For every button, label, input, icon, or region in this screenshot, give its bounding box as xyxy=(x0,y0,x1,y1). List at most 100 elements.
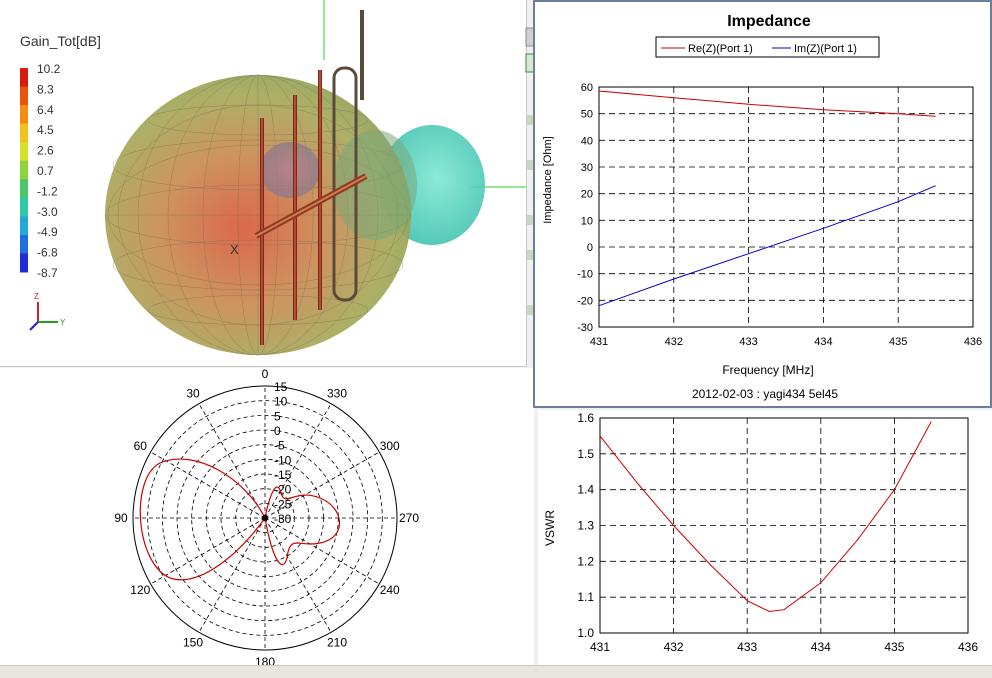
x-tick-label: 436 xyxy=(964,336,982,348)
polar-angle-label: 240 xyxy=(380,583,400,597)
polar-angle-label: 180 xyxy=(255,655,275,665)
impedance-ylabel: Impedance [Ohm] xyxy=(542,136,554,223)
colorbar-tick-label: 4.5 xyxy=(37,123,54,137)
polar-radial-label: 5 xyxy=(274,409,281,423)
svg-text:Z: Z xyxy=(34,292,39,301)
x-tick-label: 431 xyxy=(590,640,610,654)
polar-angle-label: 300 xyxy=(380,439,400,453)
colorbar xyxy=(20,68,28,273)
polar-angle-label: 270 xyxy=(399,511,419,525)
colorbar-tick-label: -8.7 xyxy=(37,266,58,280)
colorbar-segment xyxy=(20,198,28,217)
legend-re-label: Re(Z)(Port 1) xyxy=(688,43,753,55)
inner-lobe-left xyxy=(260,142,320,198)
y-tick-label: 1.4 xyxy=(577,483,594,497)
colorbar-tick-label: 6.4 xyxy=(37,103,54,117)
polar-angle-label: 120 xyxy=(130,583,150,597)
impedance-title: Impedance xyxy=(727,13,811,30)
polar-angle-label: 90 xyxy=(114,511,128,525)
radiation-3d-view[interactable]: X Gain_Tot[dB] 10.2 8.3 6.4 4.5 2.6 0.7 -1.2 -3… xyxy=(0,0,527,367)
polar-radial-label: -5 xyxy=(274,439,285,453)
y-tick-label: 1.0 xyxy=(577,626,594,640)
colorbar-segment xyxy=(20,87,28,106)
x-tick-label: 435 xyxy=(889,336,907,348)
x-tick-label: 432 xyxy=(665,336,683,348)
y-tick-label: 1.3 xyxy=(577,519,594,533)
polar-radial-label: 0 xyxy=(274,424,281,438)
legend-im-label: Im(Z)(Port 1) xyxy=(794,43,857,55)
polar-spoke xyxy=(199,518,265,632)
colorbar-segment xyxy=(20,68,28,87)
colorbar-tick-label: 0.7 xyxy=(37,164,54,178)
x-tick-label: 435 xyxy=(884,640,904,654)
y-tick-label: 50 xyxy=(581,109,593,121)
colorbar-tick-label: -4.9 xyxy=(37,225,58,239)
status-strip xyxy=(0,665,992,678)
y-tick-label: 1.6 xyxy=(577,411,594,425)
svg-text:Y: Y xyxy=(60,318,66,327)
polar-angle-label: 60 xyxy=(134,439,148,453)
y-tick-label: 30 xyxy=(581,162,593,174)
colorbar-tick-label: -1.2 xyxy=(37,184,58,198)
y-tick-label: 20 xyxy=(581,189,593,201)
polar-angle-label: 30 xyxy=(186,386,200,400)
polar-angle-label: 150 xyxy=(183,636,203,650)
polar-center xyxy=(262,515,268,521)
polar-radial-label: -25 xyxy=(274,497,292,511)
plot-area xyxy=(599,87,973,327)
y-tick-label: 10 xyxy=(581,215,593,227)
y-tick-label: 1.1 xyxy=(577,590,594,604)
y-tick-label: -20 xyxy=(577,295,593,307)
radiation-3d-canvas[interactable]: X Gain_Tot[dB] 10.2 8.3 6.4 4.5 2.6 0.7 -1.2 -3… xyxy=(0,0,526,366)
impedance-chart: Impedance Re(Z)(Port 1) Im(Z)(Port 1) 43… xyxy=(535,2,990,406)
colorbar-segment xyxy=(20,216,28,235)
vswr-ylabel: VSWR xyxy=(543,510,557,546)
colorbar-segment xyxy=(20,142,28,161)
impedance-xlabel: Frequency [MHz] xyxy=(722,363,813,377)
axis-triad-icon: Z Y xyxy=(30,292,66,330)
colorbar-segment xyxy=(20,253,28,272)
y-tick-label: 40 xyxy=(581,135,593,147)
polar-angle-label: 330 xyxy=(327,386,347,400)
impedance-chart-panel: Impedance Re(Z)(Port 1) Im(Z)(Port 1) 43… xyxy=(533,0,992,408)
x-tick-label: 431 xyxy=(590,336,608,348)
x-tick-label: 432 xyxy=(664,640,684,654)
x-tick-label: 433 xyxy=(737,640,757,654)
polar-radial-label: -10 xyxy=(274,453,292,467)
colorbar-tick-label: -6.8 xyxy=(37,246,58,260)
x-tick-label: 436 xyxy=(958,640,978,654)
x-tick-label: 433 xyxy=(739,336,757,348)
colorbar-segment xyxy=(20,105,28,124)
x-tick-label: 434 xyxy=(814,336,832,348)
colorbar-tick-label: 10.2 xyxy=(37,62,61,76)
colorbar-tick-label: 2.6 xyxy=(37,144,54,158)
colorbar-segment xyxy=(20,179,28,198)
x-axis-label: X xyxy=(230,242,239,257)
y-tick-label: -10 xyxy=(577,269,593,281)
polar-angle-label: 0 xyxy=(262,368,269,381)
polar-radial-label: 10 xyxy=(274,395,288,409)
colorbar-tick-label: 8.3 xyxy=(37,82,54,96)
y-tick-label: 1.2 xyxy=(577,554,594,568)
y-tick-label: 0 xyxy=(587,242,593,254)
x-tick-label: 434 xyxy=(811,640,831,654)
legend-title: Gain_Tot[dB] xyxy=(20,33,101,49)
polar-radial-label: -30 xyxy=(274,512,292,526)
polar-pattern-plot: 0306090120150180210240270300330151050-5-… xyxy=(0,368,534,665)
y-tick-label: -30 xyxy=(577,322,593,334)
polar-spoke xyxy=(151,452,265,518)
polar-radial-label: -15 xyxy=(274,468,292,482)
y-tick-label: 60 xyxy=(581,82,593,94)
impedance-footer: 2012-02-03 : yagi434 5el45 xyxy=(692,387,838,401)
colorbar-segment xyxy=(20,235,28,254)
colorbar-segment xyxy=(20,124,28,143)
polar-radial-label: -20 xyxy=(274,483,292,497)
y-tick-label: 1.5 xyxy=(577,447,594,461)
polar-angle-label: 210 xyxy=(327,636,347,650)
polar-spoke xyxy=(265,518,379,584)
colorbar-segment xyxy=(20,161,28,180)
colorbar-tick-label: -3.0 xyxy=(37,205,58,219)
